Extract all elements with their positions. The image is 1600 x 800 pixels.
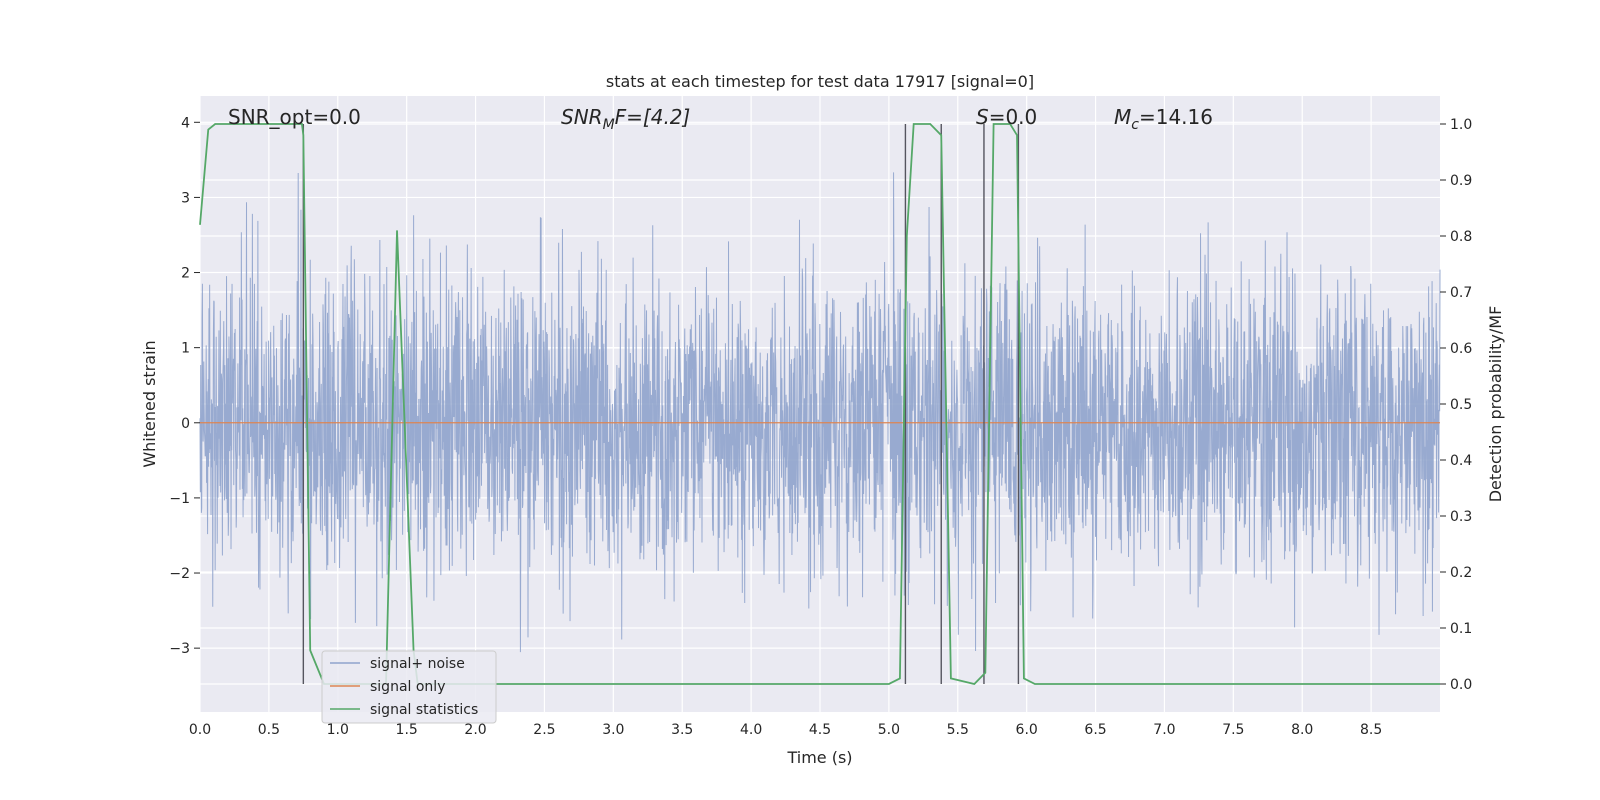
annotation-mc: Mc=14.16 <box>1114 105 1213 133</box>
y-tick-label: 2 <box>181 266 190 282</box>
y2-tick-label: 0.6 <box>1450 341 1472 357</box>
x-tick-label: 0.5 <box>258 722 280 738</box>
annotation-mc-sub: c <box>1131 117 1139 133</box>
annotation-s: S=0.0 <box>976 105 1037 129</box>
y-tick-label: 3 <box>181 190 190 206</box>
y-tick-label: −2 <box>169 566 190 582</box>
signal-noise-line <box>199 172 1441 653</box>
y2-tick-label: 0.9 <box>1450 173 1472 189</box>
x-tick-label: 5.5 <box>947 722 969 738</box>
y-tick-label: −1 <box>169 491 190 507</box>
y-tick-label: 4 <box>181 115 190 131</box>
x-tick-label: 4.0 <box>740 722 762 738</box>
annotation-snr-opt: SNR_opt=0.0 <box>228 105 361 129</box>
y2-tick-label: 0.5 <box>1450 397 1472 413</box>
annotation-s-rest: =0.0 <box>989 105 1038 129</box>
x-tick-label: 2.5 <box>533 722 555 738</box>
annotation-snr-mf-main: SNR <box>561 105 603 129</box>
x-tick-label: 2.0 <box>464 722 486 738</box>
legend-label-noise: signal+ noise <box>370 656 465 672</box>
y-axis-ticks: 4 3 2 1 0 −1 −2 −3 <box>169 115 200 657</box>
x-axis-ticks: 0.0 0.5 1.0 1.5 2.0 2.5 3.0 3.5 4.0 4.5 5.0 5.5 6.0 6… <box>189 722 1382 738</box>
signal-statistics-line <box>199 123 1440 685</box>
y2-tick-label: 0.2 <box>1450 565 1472 581</box>
y2-tick-label: 0.0 <box>1450 677 1472 693</box>
x-tick-label: 1.5 <box>396 722 418 738</box>
y2-tick-label: 0.3 <box>1450 509 1472 525</box>
legend-box <box>321 650 497 724</box>
annotation-snr-mf: SNRMF=[4.2] <box>561 105 690 133</box>
y-tick-label: 0 <box>181 416 190 432</box>
x-tick-label: 7.0 <box>1153 722 1175 738</box>
x-tick-label: 6.0 <box>1016 722 1038 738</box>
x-tick-label: 3.0 <box>602 722 624 738</box>
x-axis-label: Time (s) <box>786 748 852 767</box>
x-tick-label: 1.0 <box>327 722 349 738</box>
y2-axis-label: Detection probability/MF <box>1486 306 1505 503</box>
x-tick-label: 8.5 <box>1360 722 1382 738</box>
y2-tick-label: 0.1 <box>1450 621 1472 637</box>
y-tick-label: −3 <box>169 641 190 657</box>
x-tick-label: 8.0 <box>1291 722 1313 738</box>
x-tick-label: 3.5 <box>671 722 693 738</box>
x-tick-label: 5.0 <box>878 722 900 738</box>
y-axis-label: Whitened strain <box>140 340 159 467</box>
annotation-snr-mf-rest: F=[4.2] <box>615 105 691 129</box>
y-tick-label: 1 <box>181 341 190 357</box>
x-tick-label: 0.0 <box>189 722 211 738</box>
y2-tick-label: 0.7 <box>1450 285 1472 301</box>
annotation-mc-rest: =14.16 <box>1139 105 1213 129</box>
annotation-mc-main: M <box>1114 105 1131 129</box>
x-tick-label: 7.5 <box>1222 722 1244 738</box>
x-tick-label: 6.5 <box>1084 722 1106 738</box>
signal-statistics-series <box>199 123 1440 685</box>
x-tick-label: 4.5 <box>809 722 831 738</box>
y2-tick-label: 0.4 <box>1450 453 1472 469</box>
legend: signal+ noise signal only signal statist… <box>321 650 497 724</box>
chart-title: stats at each timestep for test data 179… <box>606 72 1034 91</box>
annotation-s-main: S <box>976 105 989 129</box>
signal-noise-series <box>199 172 1441 653</box>
annotation-snr-mf-sub: M <box>603 117 615 133</box>
y2-tick-label: 1.0 <box>1450 117 1472 133</box>
legend-label-statistics: signal statistics <box>370 702 478 718</box>
legend-label-signal-only: signal only <box>370 679 445 695</box>
y2-tick-label: 0.8 <box>1450 229 1472 245</box>
y2-axis-ticks: 1.0 0.9 0.8 0.7 0.6 0.5 0.4 0.3 0.2 0.1 0.0 <box>1440 117 1472 693</box>
